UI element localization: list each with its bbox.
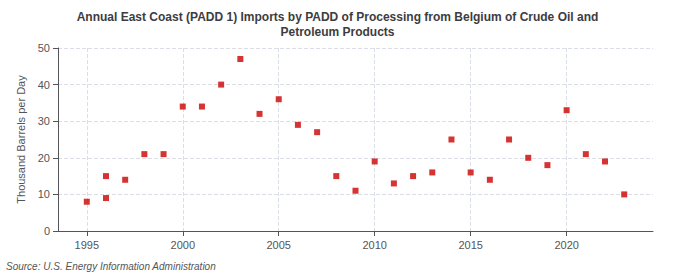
svg-text:50: 50 <box>38 42 50 54</box>
svg-text:30: 30 <box>38 115 50 127</box>
svg-text:2000: 2000 <box>171 239 195 251</box>
svg-text:Annual East Coast (PADD 1) Imp: Annual East Coast (PADD 1) Imports by PA… <box>77 10 599 24</box>
svg-text:20: 20 <box>38 152 50 164</box>
svg-text:Source: U.S. Energy Informatio: Source: U.S. Energy Information Administ… <box>6 261 216 272</box>
svg-text:2005: 2005 <box>266 239 290 251</box>
svg-text:Petroleum Products: Petroleum Products <box>280 25 394 39</box>
svg-text:2015: 2015 <box>458 239 482 251</box>
svg-text:2010: 2010 <box>362 239 386 251</box>
svg-text:Thousand Barrels per Day: Thousand Barrels per Day <box>15 75 27 204</box>
svg-text:40: 40 <box>38 79 50 91</box>
svg-text:0: 0 <box>44 225 50 237</box>
svg-text:10: 10 <box>38 188 50 200</box>
svg-text:1995: 1995 <box>75 239 99 251</box>
svg-text:2020: 2020 <box>554 239 578 251</box>
